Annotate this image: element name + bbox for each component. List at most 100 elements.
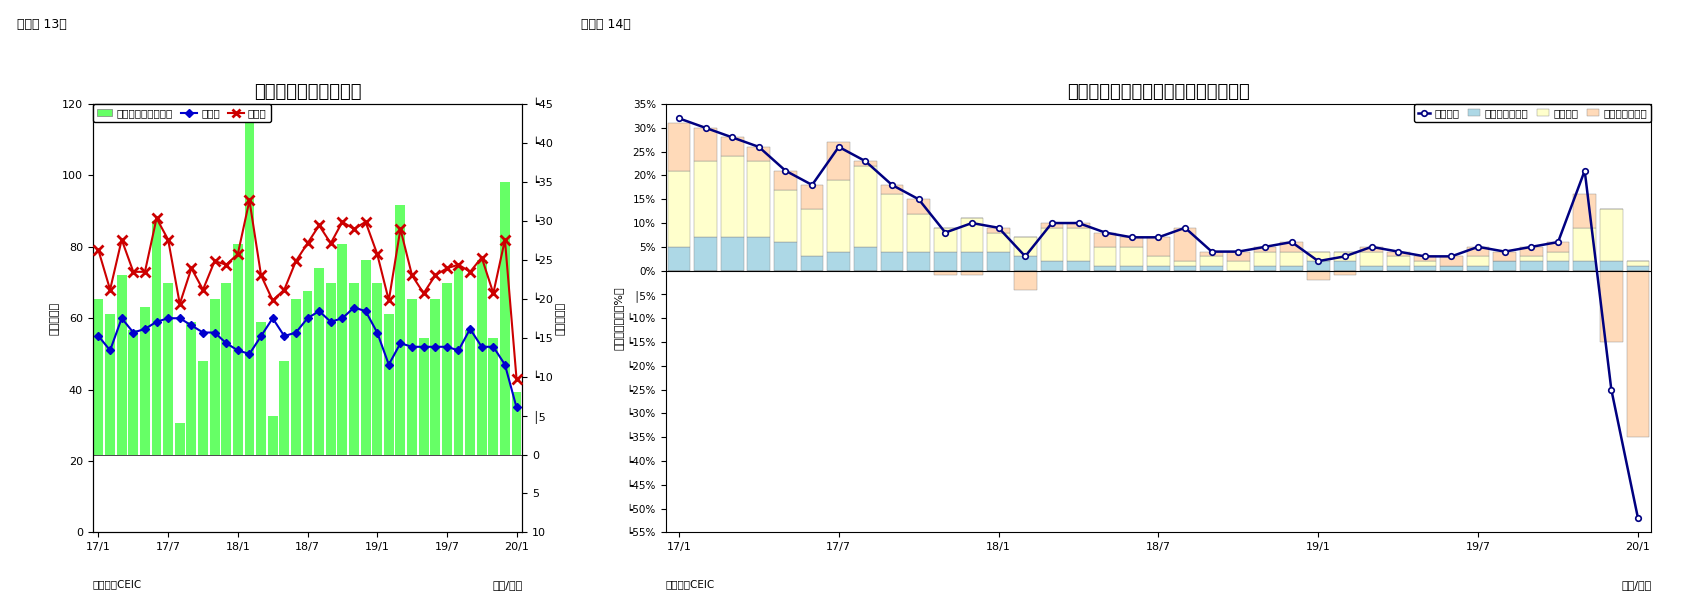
Bar	[244, 119, 254, 455]
Bar	[907, 200, 930, 214]
Bar	[1014, 256, 1036, 271]
Bar	[960, 252, 984, 271]
輸出合計	[1122, 234, 1142, 241]
Bar	[1360, 247, 1383, 252]
Bar	[104, 315, 115, 455]
Bar	[1041, 261, 1063, 271]
輸出合計	[775, 167, 795, 174]
Bar	[773, 171, 797, 190]
Bar	[268, 416, 278, 455]
Bar	[987, 233, 1009, 252]
輸出合計	[748, 143, 768, 151]
輸出合計	[1468, 243, 1488, 250]
Bar	[384, 315, 394, 455]
Bar	[1174, 228, 1196, 261]
Bar	[1308, 271, 1329, 280]
輸出合計	[669, 114, 689, 122]
Bar	[721, 237, 743, 271]
Line: 輸出合計: 輸出合計	[676, 116, 1641, 521]
Bar	[1387, 266, 1410, 271]
Bar	[827, 142, 849, 180]
Bar	[1121, 237, 1142, 247]
Bar	[1308, 261, 1329, 271]
Bar	[361, 260, 371, 455]
Bar	[748, 237, 770, 271]
Text: （図表 13）: （図表 13）	[17, 18, 67, 31]
Bar	[256, 322, 266, 455]
Bar	[748, 147, 770, 161]
Bar	[1067, 261, 1090, 271]
Bar	[1281, 252, 1303, 266]
Bar	[477, 260, 487, 455]
Legend: 貿易収支（右目盛）, 輸出額, 輸入額: 貿易収支（右目盛）, 輸出額, 輸入額	[93, 104, 271, 122]
Bar	[854, 166, 876, 247]
Bar	[1094, 233, 1117, 247]
Bar	[1147, 266, 1169, 271]
Bar	[1414, 256, 1436, 261]
輸出合計	[1601, 386, 1621, 394]
Bar	[1094, 247, 1117, 266]
Text: （資料）CEIC: （資料）CEIC	[666, 580, 714, 589]
Bar	[1094, 266, 1117, 271]
輸出合計	[1255, 243, 1276, 250]
輸出合計	[1174, 224, 1195, 231]
輸出合計	[1574, 167, 1594, 174]
輸出合計	[1415, 253, 1436, 260]
Bar	[1281, 242, 1303, 252]
Bar	[1014, 271, 1036, 289]
Bar	[1547, 242, 1569, 252]
輸出合計	[1228, 248, 1249, 255]
輸出合計	[1149, 234, 1169, 241]
Y-axis label: （億ドル）: （億ドル）	[49, 302, 59, 335]
Bar	[140, 307, 150, 455]
Bar	[854, 247, 876, 271]
Bar	[1414, 261, 1436, 266]
Bar	[1041, 228, 1063, 261]
Bar	[1626, 261, 1650, 266]
Bar	[827, 252, 849, 271]
Bar	[748, 161, 770, 237]
Bar	[1067, 223, 1090, 228]
Bar	[1333, 271, 1356, 275]
輸出合計	[881, 181, 901, 188]
Bar	[280, 361, 290, 455]
Bar	[881, 252, 903, 271]
Title: フィリピンの貿易収支: フィリピンの貿易収支	[254, 83, 361, 101]
Bar	[1626, 271, 1650, 437]
輸出合計	[1388, 248, 1409, 255]
Bar	[1041, 223, 1063, 228]
Bar	[1574, 228, 1596, 261]
Bar	[881, 185, 903, 195]
Bar	[152, 221, 162, 455]
Bar	[1333, 252, 1356, 261]
Bar	[1468, 247, 1490, 256]
Bar	[1014, 237, 1036, 256]
Bar	[800, 209, 824, 256]
輸出合計	[1549, 239, 1569, 246]
輸出合計	[1441, 253, 1461, 260]
Bar	[128, 330, 138, 455]
Bar	[1493, 252, 1516, 261]
輸出合計	[962, 219, 982, 226]
Bar	[881, 195, 903, 252]
Bar	[800, 185, 824, 209]
輸出合計	[1628, 515, 1648, 522]
Bar	[1308, 252, 1329, 261]
Bar	[303, 291, 312, 455]
Bar	[1468, 266, 1490, 271]
輸出合計	[1495, 248, 1515, 255]
Bar	[372, 283, 382, 455]
Bar	[396, 205, 406, 455]
Bar	[1547, 252, 1569, 261]
Bar	[1601, 209, 1623, 261]
Bar	[209, 299, 219, 455]
Bar	[960, 218, 984, 252]
Y-axis label: （前年同期比，%）: （前年同期比，%）	[613, 286, 623, 350]
Bar	[1387, 256, 1410, 266]
Bar	[418, 338, 428, 455]
Bar	[1574, 195, 1596, 228]
Legend: 輸出合計, 一次産品・燃料, 電子製品, その他製品など: 輸出合計, 一次産品・燃料, 電子製品, その他製品など	[1414, 104, 1651, 122]
Bar	[667, 171, 691, 247]
Bar	[694, 161, 716, 237]
Bar	[907, 252, 930, 271]
